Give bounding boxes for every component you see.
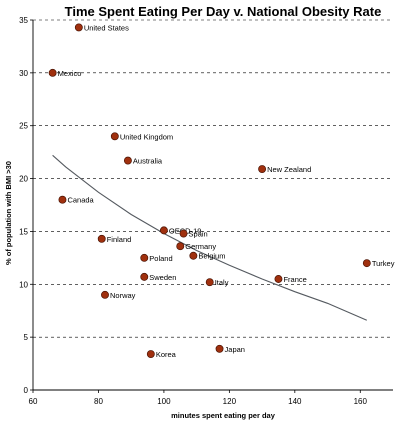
y-tick-label: 15 [19, 227, 28, 236]
data-point [215, 344, 224, 353]
data-point [101, 290, 109, 299]
x-tick-label: 80 [94, 397, 103, 406]
data-point [74, 23, 83, 32]
data-point [159, 226, 168, 235]
trendline [52, 154, 368, 321]
x-tick-label: 60 [29, 397, 38, 406]
trendline-layer [52, 154, 368, 321]
x-tick-label: 160 [354, 397, 368, 406]
data-point-label: Mexico [58, 69, 82, 78]
tick-labels: 0 5 10 15 20 25 30 35 60 80 100 120 140 160 [19, 16, 367, 406]
y-tick-label: 35 [19, 16, 28, 25]
data-point [140, 253, 149, 262]
data-point [274, 275, 283, 283]
x-tick-label: 140 [288, 397, 302, 406]
data-point-label: Sweden [149, 273, 176, 282]
x-axis-label: minutes spent eating per day [171, 411, 276, 420]
data-point-label: United States [84, 23, 129, 32]
data-point-label: Belgium [198, 252, 225, 261]
data-point [258, 165, 267, 174]
y-tick-label: 0 [24, 386, 29, 395]
data-point-label: France [283, 275, 306, 284]
data-point [97, 234, 106, 243]
y-tick-label: 25 [19, 122, 28, 131]
y-tick-label: 10 [19, 280, 28, 289]
gridlines [33, 19, 393, 338]
data-points: United States Mexico United Kingdom Austral… [48, 23, 395, 359]
data-point [110, 132, 119, 141]
data-point [146, 350, 155, 359]
y-axis-label: % of population with BMI >30 [4, 161, 13, 265]
data-point-label: Australia [133, 157, 163, 166]
data-point [362, 259, 371, 268]
data-point [58, 195, 67, 204]
data-point-label: Turkey [372, 259, 395, 268]
y-tick-label: 5 [24, 333, 29, 342]
data-point [123, 156, 132, 165]
data-point [179, 229, 188, 238]
data-point [140, 272, 149, 281]
y-tick-label: 20 [19, 175, 28, 184]
x-tick-label: 100 [157, 397, 171, 406]
axes [30, 19, 393, 393]
data-point-label: Canada [67, 196, 94, 205]
data-point [205, 278, 214, 287]
data-point-label: Poland [149, 254, 172, 263]
data-point [48, 68, 57, 77]
data-point-label: Spain [189, 230, 208, 239]
data-point-label: Korea [156, 350, 177, 359]
data-point [189, 251, 198, 260]
data-point-label: Norway [110, 291, 136, 300]
data-point-label: Germany [185, 242, 216, 251]
data-point-label: United Kingdom [120, 132, 173, 141]
data-point-label: Japan [225, 345, 245, 354]
data-point-label: Finland [107, 235, 132, 244]
x-tick-label: 120 [223, 397, 237, 406]
chart-title: Time Spent Eating Per Day v. National Ob… [65, 4, 382, 19]
data-point-label: New Zealand [267, 165, 311, 174]
y-tick-label: 30 [19, 69, 28, 78]
data-point [176, 242, 185, 251]
data-point-label: Italy [215, 278, 229, 287]
